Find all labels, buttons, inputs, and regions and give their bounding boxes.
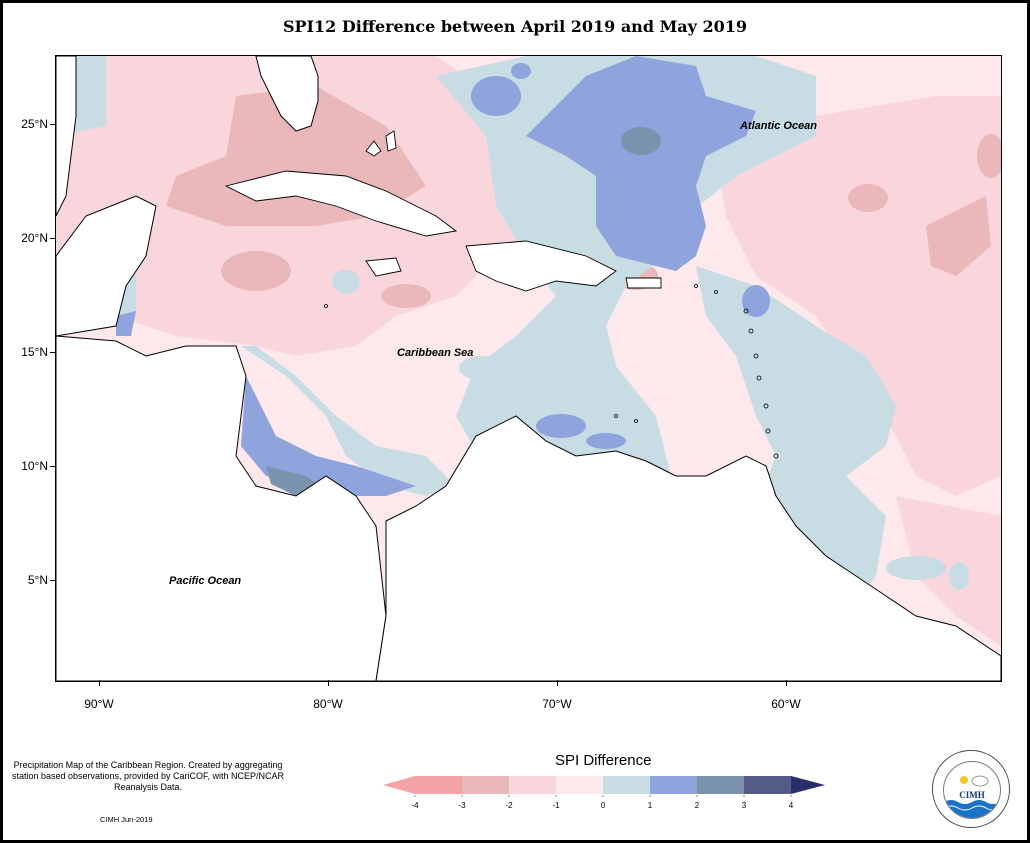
islands <box>224 130 662 292</box>
small-islands <box>324 284 779 459</box>
map-title: SPI12 Difference between April 2019 and … <box>282 17 748 36</box>
lon-tick-90 <box>99 680 100 686</box>
lat-tick-20 <box>50 238 55 239</box>
legend-colorbar <box>383 776 825 797</box>
spi-band-minus2 <box>56 56 1001 646</box>
lat-tick-25 <box>50 124 55 125</box>
label-atlantic-ocean: Atlantic Ocean <box>740 120 818 132</box>
legend-tick-0: -4 <box>411 801 419 810</box>
cimh-logo: CIMH <box>932 750 1010 828</box>
legend-tick-3: -1 <box>552 801 560 810</box>
legend-tick-4: 0 <box>600 801 606 810</box>
lon-tick-70 <box>557 680 558 686</box>
lon-label-70: 70°W <box>542 697 572 711</box>
label-pacific-ocean: Pacific Ocean <box>169 575 242 587</box>
land-masses <box>56 56 1001 681</box>
lon-tick-60 <box>786 680 787 686</box>
map-credit: CIMH Jun-2019 <box>100 815 153 824</box>
legend-segment <box>556 776 603 794</box>
legend-segment <box>650 776 697 794</box>
label-caribbean-sea: Caribbean Sea <box>397 347 474 359</box>
spi-band-plus2 <box>116 56 770 496</box>
legend-ticks <box>414 795 792 797</box>
legend-tick-5: 1 <box>647 801 653 810</box>
lon-label-80: 80°W <box>313 697 343 711</box>
legend-tick-7: 3 <box>741 801 747 810</box>
legend-segments <box>383 776 825 794</box>
lat-label-20: 20°N <box>21 231 48 245</box>
lat-tick-15 <box>50 352 55 353</box>
cloud-icon <box>971 775 989 787</box>
lon-label-60: 60°W <box>771 697 801 711</box>
legend-tick-6: 2 <box>694 801 700 810</box>
lat-tick-10 <box>50 466 55 467</box>
legend-segment <box>509 776 556 794</box>
logo-text: CIMH <box>959 790 985 800</box>
legend-segment <box>415 776 462 794</box>
lat-label-5: 5°N <box>27 573 48 587</box>
legend-segment <box>462 776 509 794</box>
legend-arrow-left <box>383 776 415 794</box>
lon-tick-80 <box>328 680 329 686</box>
legend-tick-8: 4 <box>788 801 794 810</box>
legend-title: SPI Difference <box>555 752 652 769</box>
lat-label-15: 15°N <box>21 345 48 359</box>
cimh-logo-inner: CIMH <box>943 761 1001 819</box>
lat-label-10: 10°N <box>21 459 48 473</box>
legend-tick-2: -2 <box>505 801 513 810</box>
legend-segment <box>603 776 650 794</box>
sun-icon <box>960 776 968 784</box>
lon-label-90: 90°W <box>84 697 114 711</box>
water-icon <box>944 800 1000 818</box>
map-canvas <box>56 56 1001 681</box>
lat-label-25: 25°N <box>21 117 48 131</box>
legend-segment <box>744 776 791 794</box>
map-panel <box>55 55 1002 682</box>
logo-graphic <box>944 775 1000 818</box>
legend-segment <box>697 776 744 794</box>
legend-arrow-right <box>791 776 825 794</box>
legend-tick-1: -3 <box>458 801 466 810</box>
map-description: Precipitation Map of the Caribbean Regio… <box>11 760 285 792</box>
lat-tick-5 <box>50 580 55 581</box>
